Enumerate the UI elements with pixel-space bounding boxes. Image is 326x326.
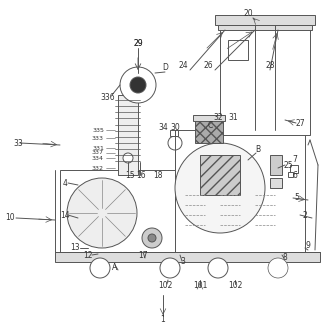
Circle shape bbox=[120, 67, 156, 103]
Text: B: B bbox=[256, 145, 260, 155]
Bar bbox=[175, 130, 305, 252]
Text: 4: 4 bbox=[63, 179, 67, 187]
Text: 333: 333 bbox=[92, 136, 104, 141]
Text: 14: 14 bbox=[60, 211, 70, 219]
Bar bbox=[60, 170, 175, 252]
Text: 25: 25 bbox=[283, 160, 293, 170]
Text: 336: 336 bbox=[101, 94, 115, 102]
Bar bbox=[195, 118, 223, 143]
Circle shape bbox=[148, 234, 156, 242]
Text: 33: 33 bbox=[13, 139, 23, 147]
Text: 3: 3 bbox=[181, 257, 185, 265]
Text: 332: 332 bbox=[92, 166, 104, 170]
Bar bbox=[200, 155, 240, 195]
Text: 7: 7 bbox=[292, 156, 297, 165]
Text: 34: 34 bbox=[158, 124, 168, 132]
Text: 31: 31 bbox=[228, 113, 238, 123]
Text: 334: 334 bbox=[92, 156, 104, 160]
Text: 17: 17 bbox=[138, 251, 148, 260]
Circle shape bbox=[67, 178, 137, 248]
Text: 102: 102 bbox=[158, 280, 172, 289]
Bar bbox=[118, 95, 138, 175]
Circle shape bbox=[160, 258, 180, 278]
Text: 28: 28 bbox=[265, 61, 275, 69]
Text: 335: 335 bbox=[92, 127, 104, 132]
Text: 10: 10 bbox=[5, 214, 15, 223]
Text: 29: 29 bbox=[133, 38, 143, 48]
Text: 15: 15 bbox=[125, 171, 135, 181]
Circle shape bbox=[142, 228, 162, 248]
Circle shape bbox=[175, 143, 265, 233]
Text: 16: 16 bbox=[136, 171, 146, 181]
Text: 1: 1 bbox=[161, 316, 165, 324]
Bar bbox=[193, 115, 225, 121]
Text: 331: 331 bbox=[92, 145, 104, 151]
Text: 2: 2 bbox=[303, 211, 307, 219]
Text: 102: 102 bbox=[228, 280, 242, 289]
Text: D: D bbox=[162, 64, 168, 72]
Bar bbox=[170, 130, 178, 136]
Text: 18: 18 bbox=[153, 171, 163, 181]
Text: 24: 24 bbox=[178, 61, 188, 69]
Circle shape bbox=[130, 77, 146, 93]
Bar bbox=[218, 25, 312, 30]
Text: A: A bbox=[112, 263, 118, 273]
Text: 20: 20 bbox=[243, 8, 253, 18]
Text: C: C bbox=[207, 122, 213, 130]
Bar bbox=[270, 178, 282, 188]
Bar bbox=[270, 155, 282, 175]
Circle shape bbox=[168, 136, 182, 150]
Text: 30: 30 bbox=[170, 124, 180, 132]
Text: 5: 5 bbox=[295, 194, 300, 202]
Text: 26: 26 bbox=[203, 61, 213, 69]
Text: 6: 6 bbox=[292, 170, 297, 180]
Bar bbox=[290, 165, 298, 173]
Text: 12: 12 bbox=[83, 250, 93, 259]
Text: 9: 9 bbox=[305, 242, 310, 250]
Text: 29: 29 bbox=[133, 38, 143, 48]
Text: 13: 13 bbox=[70, 244, 80, 253]
Circle shape bbox=[268, 258, 288, 278]
Bar bbox=[55, 252, 320, 262]
Bar bbox=[288, 172, 293, 177]
Text: 32: 32 bbox=[213, 113, 223, 123]
Text: 101: 101 bbox=[193, 281, 207, 290]
Bar bbox=[220, 20, 310, 135]
Bar bbox=[215, 15, 315, 25]
Circle shape bbox=[123, 153, 133, 163]
Text: 337: 337 bbox=[92, 151, 104, 156]
Text: 8: 8 bbox=[283, 254, 288, 262]
Bar bbox=[228, 40, 248, 60]
Circle shape bbox=[208, 258, 228, 278]
Circle shape bbox=[90, 258, 110, 278]
Text: 27: 27 bbox=[295, 118, 305, 127]
